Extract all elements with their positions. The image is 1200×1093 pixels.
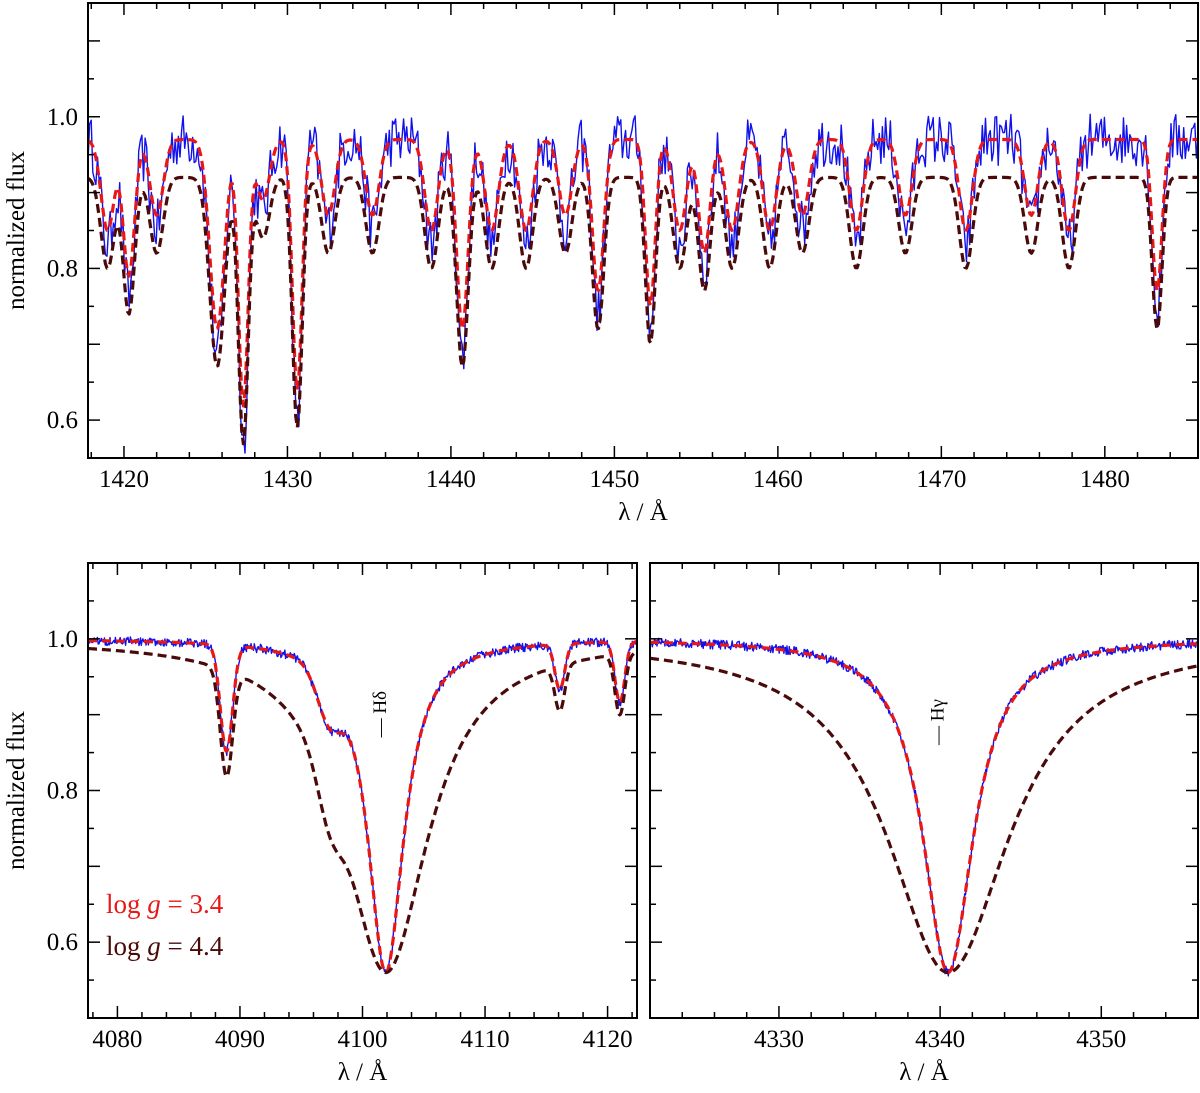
y-tick-label: 1.0: [47, 104, 78, 131]
x-tick-label: 4100: [338, 1026, 388, 1053]
x-tick-label: 1450: [589, 466, 639, 493]
panel-uv-spectrum: 1420 1430 1440 1450 1460 1470 1480 0.6 0.8 1.0 λ /…: [3, 2, 1199, 526]
plot-area: [88, 113, 1198, 454]
x-tick-label: 4110: [461, 1026, 510, 1053]
panel-h-gamma: 4330 4340 4350 λ / Å — Hγ: [649, 562, 1199, 1086]
series-log-g-4-4: [88, 175, 1198, 446]
x-tick-label: 1480: [1080, 466, 1130, 493]
y-tick-label: 0.6: [47, 929, 78, 956]
series-log-g-3-4: [650, 640, 1198, 975]
x-tick-label: 1470: [916, 466, 966, 493]
x-tick-label: 4340: [915, 1026, 965, 1053]
y-axis-label: normalized flux: [3, 151, 30, 310]
panel-h-delta: 4080 4090 4100 4110 4120 0.6 0.8 1.0 λ / Å normal…: [3, 562, 638, 1086]
x-axis-label: λ / Å: [618, 499, 668, 526]
line-annotation: — Hδ: [370, 691, 391, 738]
plot-area: [88, 636, 637, 975]
x-tick-label: 1430: [262, 466, 312, 493]
x-tick-label: 1460: [753, 466, 803, 493]
series-log-g-4-4: [650, 656, 1198, 975]
plot-area: [650, 637, 1198, 977]
x-tick-label: 4350: [1076, 1026, 1126, 1053]
series-observed: [88, 113, 1198, 454]
y-tick-label: 0.8: [47, 255, 78, 282]
x-tick-label: 4330: [754, 1026, 804, 1053]
series-log-g-3-4: [88, 639, 637, 975]
y-tick-label: 1.0: [47, 626, 78, 653]
series-log-g-3-4: [88, 137, 1198, 408]
x-tick-label: 4120: [583, 1026, 633, 1053]
plot-frame: [649, 562, 1199, 1019]
x-axis-label: λ / Å: [338, 1059, 388, 1086]
x-tick-label: 1440: [426, 466, 476, 493]
y-axis-label: normalized flux: [3, 711, 30, 870]
y-tick-label: 0.6: [47, 407, 78, 434]
legend-entry: log g = 4.4: [106, 931, 224, 961]
line-annotation: — Hγ: [927, 699, 948, 746]
x-tick-label: 1420: [99, 466, 149, 493]
legend-entry: log g = 3.4: [106, 889, 224, 919]
x-tick-label: 4090: [215, 1026, 265, 1053]
x-tick-label: 4080: [92, 1026, 142, 1053]
series-observed: [650, 637, 1198, 977]
y-tick-label: 0.8: [47, 778, 78, 805]
series-log-g-4-4: [88, 646, 637, 975]
x-axis-label: λ / Å: [899, 1059, 949, 1086]
